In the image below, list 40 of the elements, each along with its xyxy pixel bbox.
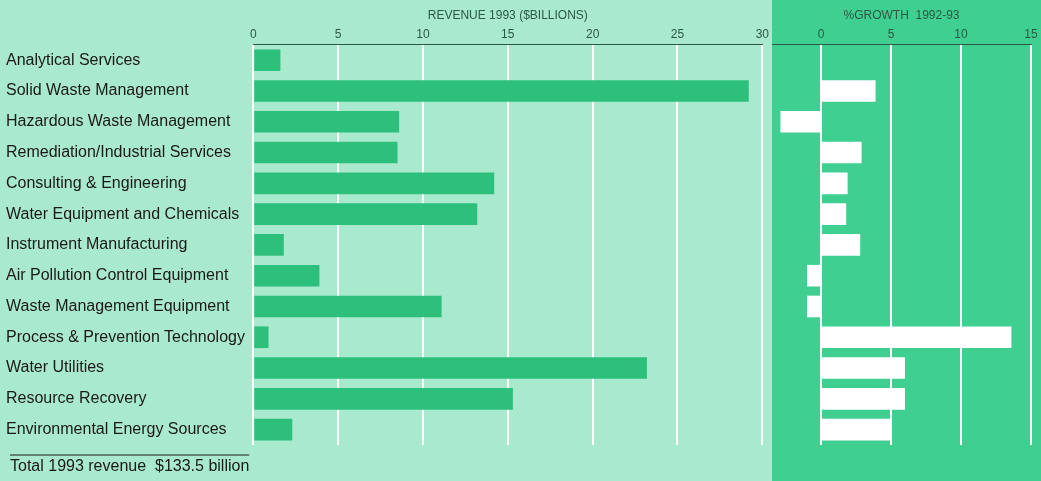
x-tick-label: 25 xyxy=(670,26,685,41)
x-tick-label: 15 xyxy=(1024,26,1038,41)
bar xyxy=(254,203,478,225)
bar xyxy=(254,234,284,256)
y-tick-label: Air Pollution Control Equipment xyxy=(6,266,229,284)
bar xyxy=(254,388,513,410)
y-tick-label: Water Equipment and Chemicals xyxy=(6,204,240,222)
y-tick-label: Water Utilities xyxy=(6,358,105,376)
y-tick-label: Consulting & Engineering xyxy=(6,173,187,191)
bar xyxy=(254,326,269,349)
y-tick-label: Analytical Services xyxy=(6,50,141,68)
x-tick-label: 5 xyxy=(887,26,895,41)
bar xyxy=(254,172,495,195)
bar xyxy=(254,264,320,287)
y-tick-label: Resource Recovery xyxy=(6,389,147,407)
x-axis-title: %GROWTH 1992-93 xyxy=(843,7,960,22)
bar xyxy=(254,110,400,133)
text: Total 1993 revenue $133.5 billion xyxy=(10,457,250,475)
y-tick-label: Waste Management Equipment xyxy=(6,296,231,314)
x-tick-label: 5 xyxy=(334,26,342,41)
x-tick-label: 0 xyxy=(817,26,825,41)
x-tick-label: 15 xyxy=(501,26,515,41)
bar xyxy=(254,357,647,379)
x-tick-label: 20 xyxy=(585,26,600,41)
bar xyxy=(254,418,293,441)
bar xyxy=(254,295,442,318)
y-tick-label: Process & Prevention Technology xyxy=(6,327,245,345)
bar xyxy=(254,80,749,102)
bar xyxy=(254,141,398,164)
bar xyxy=(254,49,281,71)
y-tick-label: Solid Waste Management xyxy=(6,81,190,99)
x-tick-label: 10 xyxy=(954,26,968,41)
x-tick-label: 0 xyxy=(249,26,257,41)
y-tick-label: Remediation/Industrial Services xyxy=(6,142,231,160)
x-axis-title: REVENUE 1993 ($BILLIONS) xyxy=(427,7,588,22)
y-tick-label: Instrument Manufacturing xyxy=(6,235,188,253)
x-tick-label: 10 xyxy=(416,26,430,41)
y-tick-label: Environmental Energy Sources xyxy=(6,420,227,438)
y-tick-label: Hazardous Waste Management xyxy=(6,112,231,130)
x-tick-label: 30 xyxy=(755,26,770,41)
